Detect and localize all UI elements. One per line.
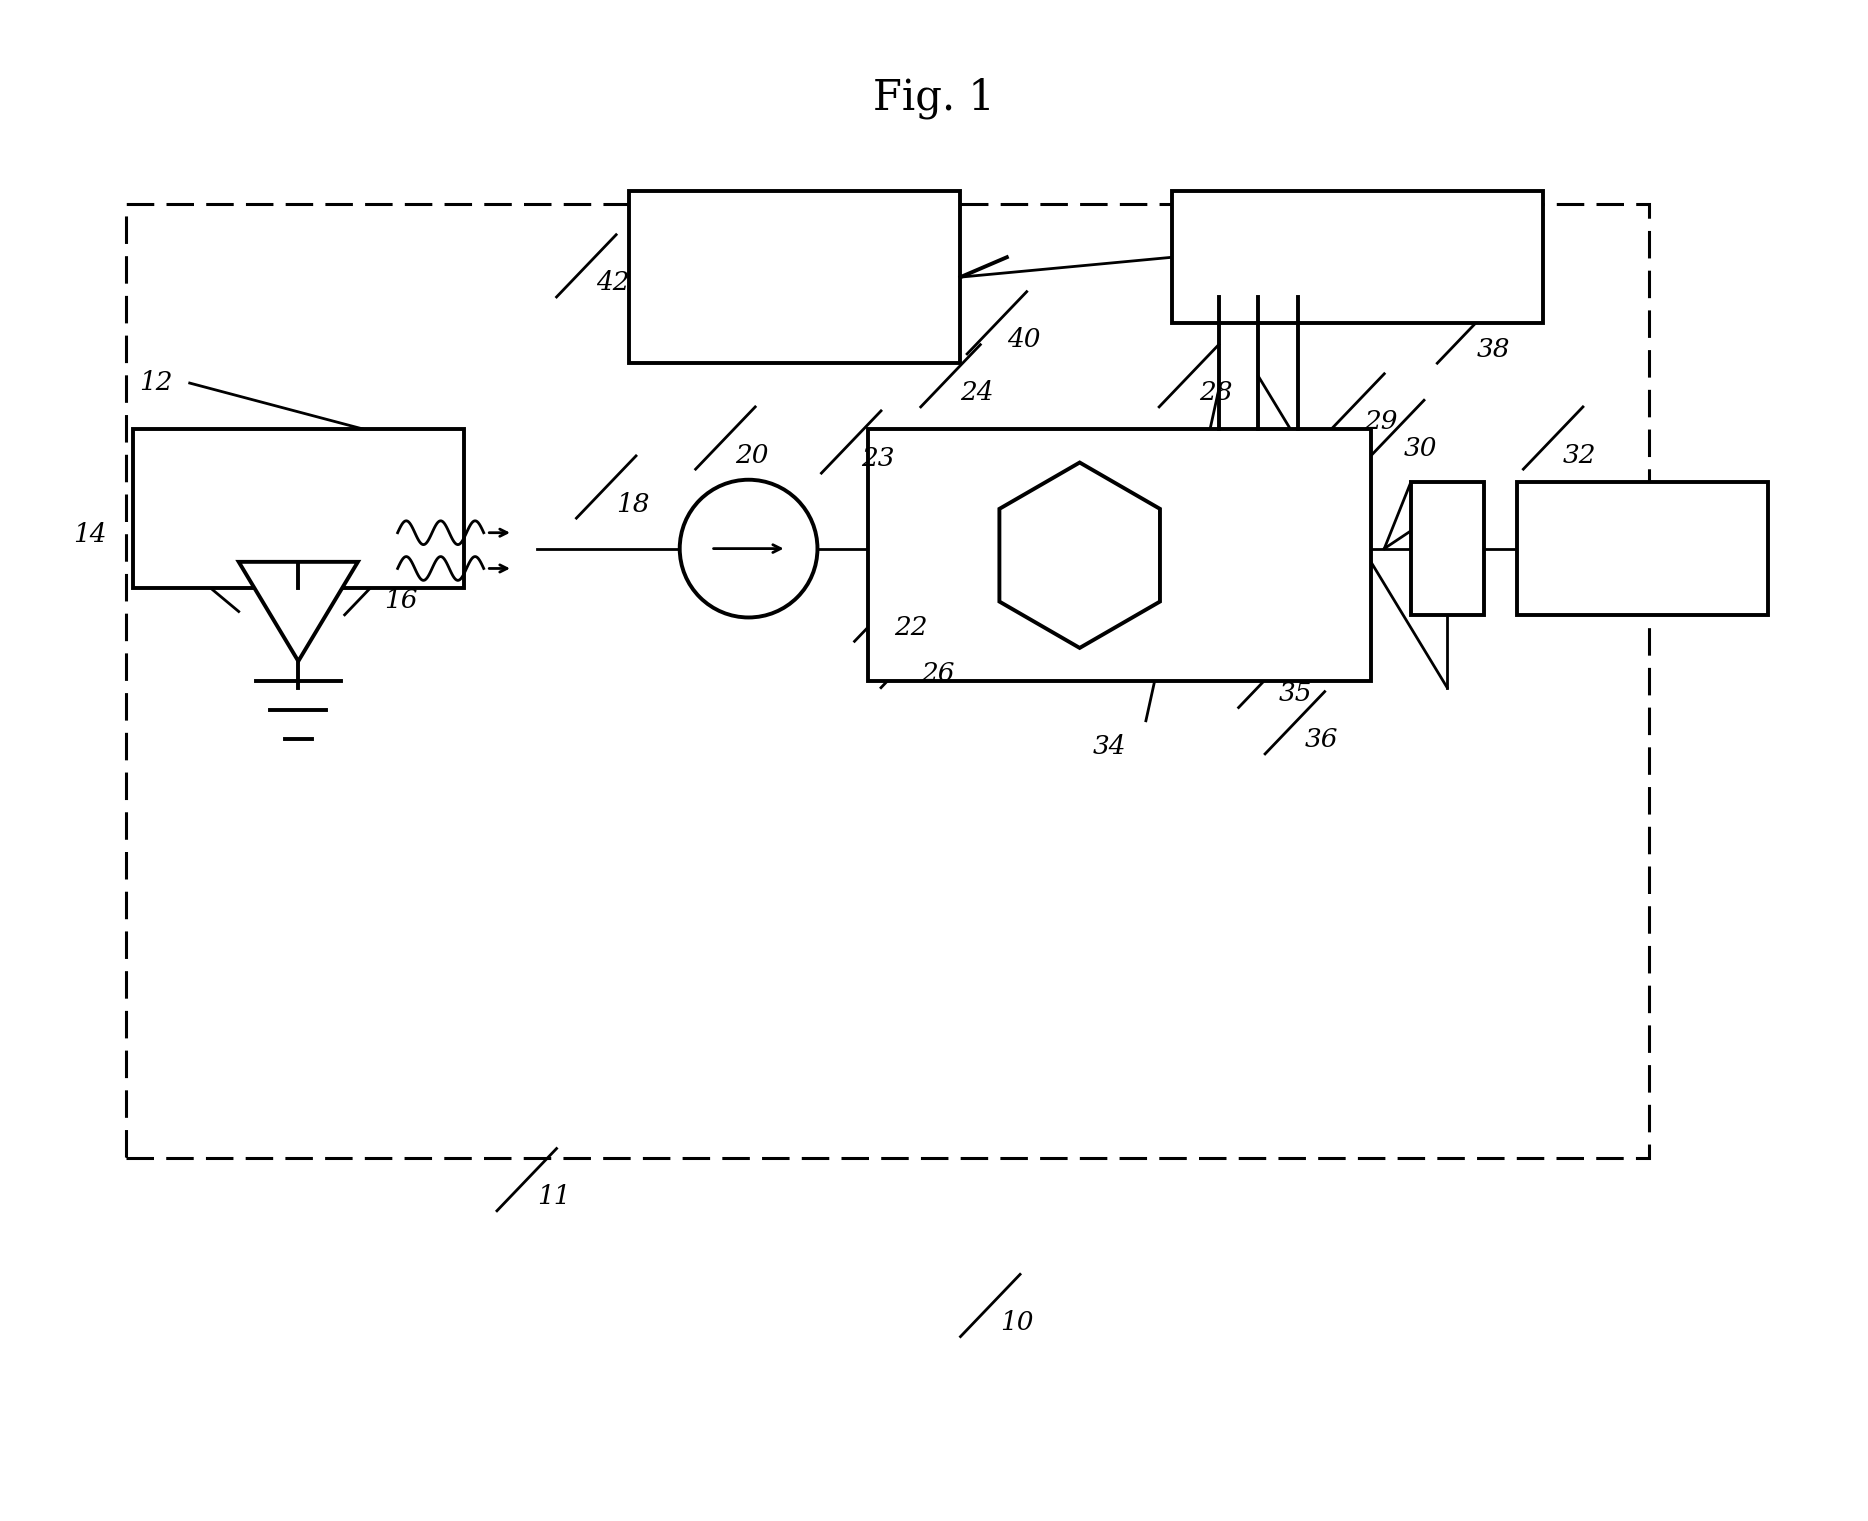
Text: 26: 26 (921, 662, 955, 686)
Text: 20: 20 (736, 443, 770, 467)
Text: 28: 28 (1199, 380, 1233, 405)
Bar (1517, 482, 1769, 614)
Polygon shape (239, 561, 359, 662)
Text: 29: 29 (1364, 409, 1397, 435)
Bar (869, 429, 1371, 681)
Text: 23: 23 (861, 447, 895, 472)
Text: 12: 12 (140, 370, 174, 394)
Bar (630, 192, 960, 364)
Circle shape (680, 479, 818, 618)
Text: 18: 18 (616, 491, 650, 517)
Polygon shape (999, 462, 1160, 648)
Text: 38: 38 (1478, 336, 1511, 362)
Bar (1410, 482, 1483, 614)
Bar (127, 204, 1649, 1157)
Text: Fig. 1: Fig. 1 (872, 78, 996, 119)
Text: 32: 32 (1564, 443, 1597, 467)
Bar (1173, 192, 1543, 324)
Text: 40: 40 (1007, 327, 1040, 353)
Bar (133, 429, 463, 589)
Text: 30: 30 (1405, 437, 1438, 461)
Text: 36: 36 (1306, 727, 1337, 753)
Text: 16: 16 (385, 589, 418, 613)
Text: 11: 11 (536, 1185, 570, 1209)
Text: 10: 10 (999, 1310, 1033, 1335)
Text: 22: 22 (895, 614, 928, 640)
Text: 42: 42 (596, 271, 630, 295)
Text: 24: 24 (960, 380, 994, 405)
Text: 14: 14 (73, 522, 106, 548)
Text: 34: 34 (1093, 733, 1126, 759)
Text: 35: 35 (1278, 681, 1311, 706)
